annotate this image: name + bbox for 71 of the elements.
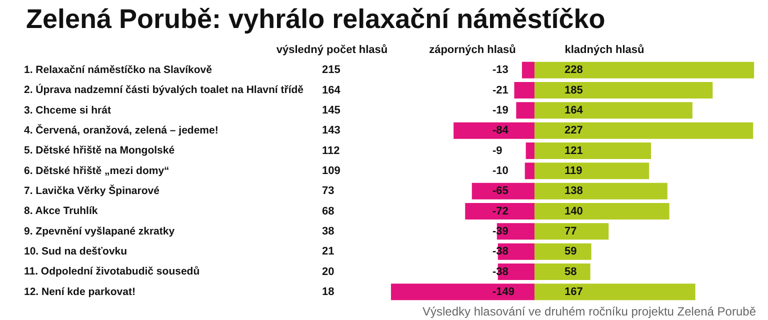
data-label: -13 [492,64,508,76]
y-tick-label: 5. Dětské hřiště na Mongolské [24,144,175,157]
text: výsledný počet hlasů [276,44,388,56]
bar [454,122,534,139]
y2-tick-label: 18 [322,286,334,298]
data-label: -10 [492,164,508,177]
bar [524,162,534,180]
data-label: 119 [564,164,582,177]
chart-title: Zelená Porubě: vyhrálo relaxační náměstíčko [25,3,606,36]
bar [534,223,609,240]
bar [534,263,590,280]
bar [534,182,668,200]
y-tick-label: 2. Úprava nadzemní části bývalých toalet na Hlavní třídě [24,83,304,96]
bar [534,243,592,260]
bar [472,182,534,200]
bar [534,142,652,160]
y-tick-label: 3. Chceme si hrát [24,104,112,116]
data-label: 58 [564,266,577,278]
y2-tick-label: 21 [322,246,334,258]
data-label: -65 [492,185,508,198]
y2-tick-label: 73 [322,185,334,198]
data-label: 140 [564,205,583,218]
data-label: 164 [564,104,584,116]
y-tick-label: 8. Akce Truhlík [24,205,98,218]
data-label: 185 [564,84,583,96]
bar [516,102,534,119]
y2-tick-label: 164 [322,84,342,96]
y2-tick-label: 109 [322,164,340,177]
data-label: -149 [492,286,515,298]
data-label: 77 [564,225,577,238]
y2-tick-label: 112 [322,144,340,157]
data-label: 228 [564,64,583,76]
bar [534,102,692,119]
y2-tick-label: 145 [322,104,340,116]
bar [534,162,650,180]
y2-tick-label: 38 [322,225,334,238]
bar [534,202,670,220]
bar [534,284,696,300]
y2-tick-label: 215 [322,64,340,76]
bar [465,202,534,220]
bar [534,122,754,139]
data-label: -19 [492,104,508,116]
series-label: záporných hlasů [429,44,516,56]
y-tick-label: 10. Sud na dešťovku [24,245,128,258]
data-label: 121 [564,144,583,157]
y2-tick-label: 143 [322,124,340,137]
data-label: 227 [564,124,583,137]
y-tick-label: 4. Červená, oranžová, zelená – jedeme! [24,123,218,136]
y-tick-label: 1. Relaxační náměstíčko na Slavíkově [24,64,212,76]
bar [522,62,534,78]
text: Výsledky hlasování ve druhém ročníku projektu Zelená Porubě [422,304,756,318]
data-label: 138 [564,185,583,198]
y-tick-label: 11. Odpolední životabudič sousedů [24,266,200,278]
y2-tick-label: 68 [322,205,334,218]
series-label: kladných hlasů [564,44,644,56]
data-label: 167 [564,286,583,298]
bar [534,82,713,99]
bar [390,284,534,300]
data-label: -21 [492,84,508,96]
bar [534,62,754,78]
y-tick-label: 9. Zpevnění vyšlapané zkratky [24,225,175,238]
data-label: 59 [564,246,577,258]
data-label: -84 [492,124,510,137]
y-tick-label: 12. Není kde parkovat! [24,286,136,298]
bar [514,82,534,99]
y-tick-label: 6. Dětské hřiště „mezi domy“ [24,164,170,177]
data-label: -72 [492,205,508,218]
data-label: -9 [492,144,502,157]
bar [526,142,534,160]
y-tick-label: 7. Lavička Věrky Špinarové [24,184,160,197]
y2-tick-label: 20 [322,266,334,278]
